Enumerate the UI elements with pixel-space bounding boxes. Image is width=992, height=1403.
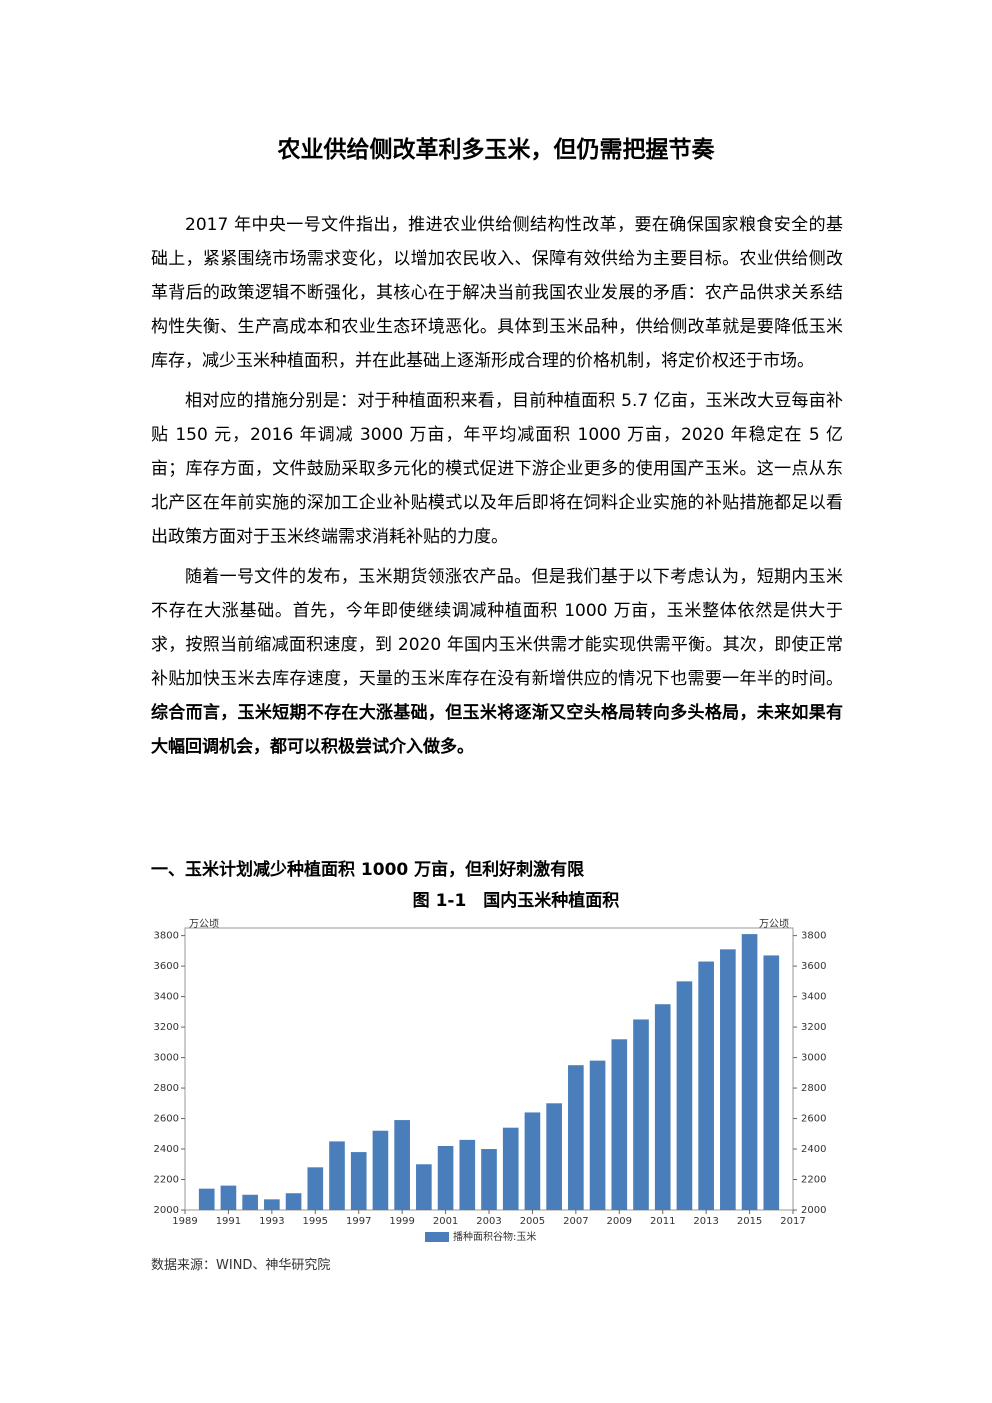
y-tick-label: 2400	[154, 1144, 179, 1155]
y2-tick-label: 3000	[801, 1053, 826, 1064]
bar	[372, 1130, 389, 1210]
x-tick-label: 2007	[563, 1216, 588, 1227]
bar	[589, 1060, 606, 1210]
y-unit: 万公顷	[189, 918, 219, 930]
x-tick-label: 2011	[650, 1216, 675, 1227]
bar	[242, 1194, 258, 1210]
y-tick-label: 2000	[154, 1205, 179, 1216]
y-tick-label: 2800	[154, 1083, 179, 1094]
bar	[611, 1039, 628, 1210]
figure-caption: 图 1-1 国内玉米种植面积	[412, 891, 620, 911]
y2-tick-label: 2400	[801, 1144, 826, 1155]
bar	[633, 1019, 649, 1210]
bar	[329, 1141, 345, 1210]
text-run-bold: 综合而言，玉米短期不存在大涨基础，但玉米将逐渐又空头格局转向多头格局，未来如果有…	[151, 703, 843, 757]
x-tick-label: 1989	[172, 1216, 197, 1227]
bar	[350, 1152, 367, 1210]
chart: 万公顷 万公顷 2000 2200 2400 2600 2800 3000 3200 3400 36…	[154, 918, 827, 1243]
legend-swatch	[425, 1232, 449, 1242]
x-tick-label: 2015	[737, 1216, 762, 1227]
y-tick-label: 2600	[154, 1114, 179, 1125]
text-run: 相对应的措施分别是：对于种植面积来看，目前种植面积 5.7 亿亩，玉米改大豆每亩…	[151, 391, 843, 547]
y2-tick-label: 3800	[801, 931, 826, 942]
section-heading: 一、玉米计划减少种植面积 1000 万亩，但利好刺激有限	[151, 860, 585, 880]
y2-tick-label: 2200	[801, 1175, 826, 1186]
bar	[546, 1103, 562, 1210]
y2-unit: 万公顷	[759, 918, 789, 930]
x-tick-label: 1993	[259, 1216, 284, 1227]
x-tick-label: 1991	[216, 1216, 241, 1227]
bar	[394, 1120, 410, 1210]
y2-tick-label: 3200	[801, 1022, 826, 1033]
bar	[524, 1112, 541, 1210]
bar	[698, 961, 714, 1210]
y-tick-label: 3400	[154, 992, 179, 1003]
x-tick-label: 1999	[389, 1216, 414, 1227]
x-tick-label: 2013	[693, 1216, 718, 1227]
bar	[481, 1149, 497, 1210]
paragraph: 相对应的措施分别是：对于种植面积来看，目前种植面积 5.7 亿亩，玉米改大豆每亩…	[151, 384, 843, 554]
y2-tick-label: 3600	[801, 961, 826, 972]
bar	[741, 934, 758, 1210]
bar	[720, 949, 736, 1210]
x-tick-label: 2003	[476, 1216, 501, 1227]
x-tick-label: 2005	[520, 1216, 545, 1227]
x-tick-label: 2001	[433, 1216, 458, 1227]
bar	[502, 1127, 519, 1210]
bar	[459, 1139, 476, 1210]
doc-title: 农业供给侧改革利多玉米，但仍需把握节奏	[277, 137, 715, 163]
bar	[676, 981, 693, 1210]
source: 数据来源：WIND、神华研究院	[151, 1258, 331, 1273]
x-tick-label: 2009	[607, 1216, 632, 1227]
y2-tick-label: 2000	[801, 1205, 826, 1216]
bar	[416, 1164, 432, 1210]
bar	[568, 1065, 584, 1210]
y2-tick-label: 2600	[801, 1114, 826, 1125]
bar	[220, 1185, 237, 1210]
y-tick-label: 3800	[154, 931, 179, 942]
x-tick-label: 1997	[346, 1216, 371, 1227]
y-tick-label: 3200	[154, 1022, 179, 1033]
paragraph: 2017 年中央一号文件指出，推进农业供给侧结构性改革，要在确保国家粮食安全的基…	[151, 208, 843, 378]
y-tick-label: 3000	[154, 1053, 179, 1064]
text-run: 2017 年中央一号文件指出，推进农业供给侧结构性改革，要在确保国家粮食安全的基…	[151, 215, 843, 371]
paragraph: 随着一号文件的发布，玉米期货领涨农产品。但是我们基于以下考虑认为，短期内玉米不存…	[151, 560, 843, 764]
bar	[285, 1193, 302, 1210]
legend-label: 播种面积谷物:玉米	[453, 1230, 536, 1243]
y-tick-label: 3600	[154, 961, 179, 972]
y-tick-label: 2200	[154, 1175, 179, 1186]
text-run: 随着一号文件的发布，玉米期货领涨农产品。但是我们基于以下考虑认为，短期内玉米不存…	[151, 567, 843, 689]
bar	[264, 1199, 280, 1210]
bar	[654, 1004, 671, 1210]
bar	[198, 1188, 215, 1210]
y2-tick-label: 3400	[801, 992, 826, 1003]
bar	[437, 1145, 454, 1210]
y2-tick-label: 2800	[801, 1083, 826, 1094]
x-tick-label: 1995	[303, 1216, 328, 1227]
body-text: 2017 年中央一号文件指出，推进农业供给侧结构性改革，要在确保国家粮食安全的基…	[151, 208, 843, 770]
x-tick-label: 2017	[780, 1216, 805, 1227]
bar	[763, 955, 780, 1210]
bar	[307, 1167, 324, 1210]
